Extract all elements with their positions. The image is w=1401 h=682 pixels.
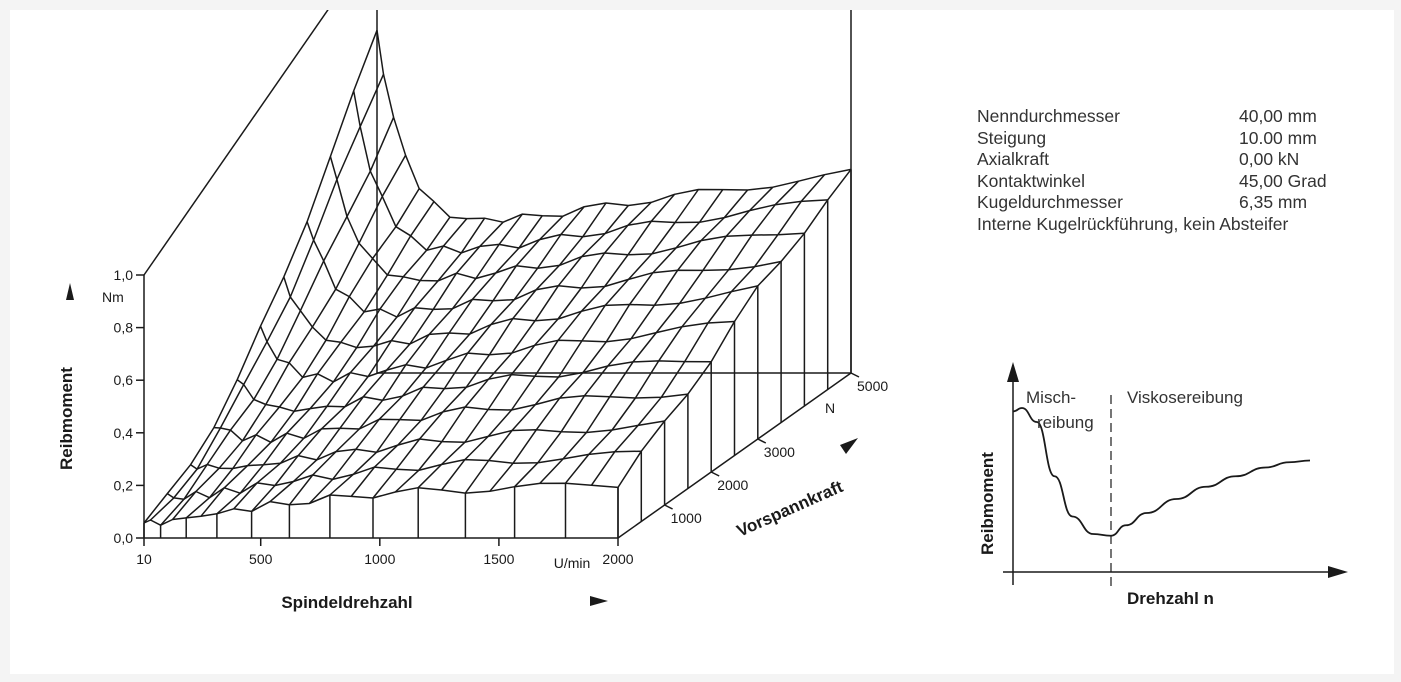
y-tick-label: 0,0 xyxy=(114,530,134,546)
spec-row: Kugeldurchmesser 6,35 mm xyxy=(977,192,1307,214)
surface-line-x xyxy=(329,215,564,496)
y-tick-label: 0,2 xyxy=(114,477,134,493)
x-tick-label: 1000 xyxy=(364,551,395,567)
x-tick-label: 500 xyxy=(249,551,273,567)
z-tick xyxy=(710,471,720,477)
surface-line-x xyxy=(288,213,523,506)
surface-chart: Nm Reibmoment Spindeldrehzahl U/min Vors… xyxy=(57,10,888,612)
spec-row: Kontaktwinkel 45,00 Grad xyxy=(977,170,1327,193)
surface-line-x xyxy=(233,218,468,510)
z-tick-label: 2000 xyxy=(717,477,748,493)
z-tick xyxy=(757,438,767,444)
region-viscous-label: Viskosereibung xyxy=(1127,388,1243,407)
surface-line-x xyxy=(489,189,724,492)
y-tick-label: 0,8 xyxy=(114,320,134,336)
figure-panel: Nm Reibmoment Spindeldrehzahl U/min Vors… xyxy=(10,10,1394,674)
spec-row: Nenndurchmesser 40,00 mm xyxy=(977,106,1317,128)
z-tick-label: 1000 xyxy=(671,510,702,526)
spec-value: 40,00 mm xyxy=(1239,106,1317,126)
spec-row: Axialkraft 0,00 kN xyxy=(977,149,1299,171)
y-axis-arrow-icon xyxy=(66,283,74,300)
surface-line-x xyxy=(539,186,774,484)
spec-note: Interne Kugelrückführung, kein Absteifer xyxy=(977,213,1289,234)
z-tick xyxy=(850,372,860,378)
spec-value: 10.00 mm xyxy=(1239,127,1317,148)
surface-line-z xyxy=(376,30,852,223)
mini-y-arrow-icon xyxy=(1007,362,1019,382)
z-axis-arrow-icon xyxy=(840,438,858,454)
spec-row: Steigung 10.00 mm xyxy=(977,127,1317,150)
z-tick-label: 5000 xyxy=(857,378,888,394)
mini-x-arrow-icon xyxy=(1328,566,1348,578)
surface-line-x xyxy=(251,217,486,512)
mini-y-label: Reibmoment xyxy=(978,452,997,555)
surface-line-x xyxy=(372,202,607,499)
z-axis-unit: N xyxy=(825,400,835,416)
spec-label: Kontaktwinkel xyxy=(977,170,1085,191)
x-tick-label: 1500 xyxy=(483,551,514,567)
friction-curve xyxy=(1012,407,1311,537)
y-axis-unit: Nm xyxy=(102,289,124,305)
surface-line-x xyxy=(441,193,676,491)
spec-label: Steigung xyxy=(977,127,1047,148)
x-tick-label: 2000 xyxy=(602,551,633,567)
y-axis-label: Reibmoment xyxy=(57,367,76,470)
x-axis-arrow-icon xyxy=(590,596,608,606)
surface-line-x xyxy=(149,73,385,521)
surface-line-x xyxy=(172,154,407,520)
y-tick-label: 1,0 xyxy=(114,267,134,283)
surface-line-x xyxy=(464,189,700,494)
y-tick-label: 0,4 xyxy=(114,425,134,441)
x-axis-unit: U/min xyxy=(554,555,591,571)
spec-label: Axialkraft xyxy=(977,149,1049,169)
z-tick-label: 3000 xyxy=(764,444,795,460)
spec-label: Kugeldurchmesser xyxy=(977,192,1123,212)
mini-x-label: Drehzahl n xyxy=(1127,589,1214,608)
x-tick-label: 10 xyxy=(136,551,152,567)
surface-line-x xyxy=(417,201,652,489)
z-axis-label: Vorspannkraft xyxy=(734,477,846,541)
spec-value: 45,00 Grad xyxy=(1239,170,1327,191)
y-tick-label: 0,6 xyxy=(114,372,134,388)
left-wall-top-edge xyxy=(143,10,329,276)
surface-line-x xyxy=(590,174,826,486)
spec-value: 0,00 kN xyxy=(1239,149,1300,169)
surface-line-x xyxy=(216,216,451,515)
surface-line-x xyxy=(160,117,395,526)
surface-line-x xyxy=(514,189,749,488)
surface-line-x xyxy=(564,180,800,484)
surface-line-x xyxy=(350,206,585,497)
spec-label: Nenndurchmesser xyxy=(977,106,1120,126)
surface-line-x xyxy=(269,221,504,503)
region-mixed-label-2: reibung xyxy=(1037,413,1094,432)
x-axis-label: Spindeldrehzahl xyxy=(281,593,412,612)
surface-line-x xyxy=(308,215,543,505)
surface-line-x xyxy=(143,30,378,524)
z-tick xyxy=(664,504,673,510)
surface-line-x xyxy=(200,201,435,517)
surface-line-x xyxy=(394,205,629,493)
surface-line-x xyxy=(185,188,420,519)
spec-table: Nenndurchmesser 40,00 mm Steigung 10.00 mm A… xyxy=(977,106,1327,235)
region-mixed-label-1: Misch- xyxy=(1026,388,1076,407)
spec-value: 6,35 mm xyxy=(1239,192,1308,212)
